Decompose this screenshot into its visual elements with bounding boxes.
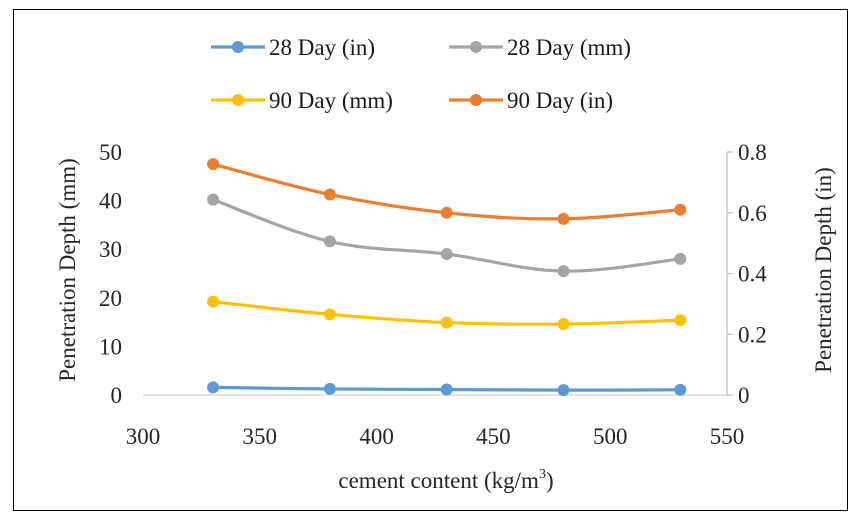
data-point-90-day-mm: [207, 295, 220, 308]
data-point-90-day-in: [323, 188, 336, 201]
x-tick-labels: 300 350 400 450 500 550: [126, 424, 745, 449]
x-tick-label: 350: [243, 424, 278, 449]
legend-marker-90-day-in: [470, 94, 482, 106]
y-right-tick-marks: [727, 151, 733, 396]
data-point-90-day-in: [557, 212, 570, 225]
x-tick-label: 550: [710, 424, 745, 449]
x-tick-label: 300: [126, 424, 161, 449]
data-point-28-day-in: [323, 382, 336, 395]
legend-marker-90-day-mm: [232, 94, 244, 106]
data-point-28-day-in: [207, 381, 220, 394]
x-tick-label: 450: [476, 424, 511, 449]
legend-label-28-day-in: 28 Day (in): [269, 35, 375, 60]
x-tick-label: 500: [593, 424, 628, 449]
y-left-tick-label: 40: [99, 189, 122, 214]
legend-marker-28-day-in: [232, 41, 244, 53]
y-right-tick-label: 0.4: [738, 262, 767, 287]
y-right-tick-labels: 0 0.2 0.4 0.6 0.8: [738, 140, 767, 408]
data-point-90-day-in: [674, 203, 687, 216]
legend-marker-28-day-mm: [470, 41, 482, 53]
data-point-90-day-in: [440, 206, 453, 219]
y-right-axis-title: Penetration Depth (in): [811, 167, 836, 373]
x-axis-title-sup: 3: [539, 467, 546, 482]
x-axis-title-main: cement content (kg/m: [338, 468, 539, 493]
y-left-tick-label: 10: [99, 334, 122, 359]
data-point-28-day-mm: [323, 235, 336, 248]
legend-label-28-day-mm: 28 Day (mm): [507, 35, 631, 60]
y-left-tick-label: 50: [99, 140, 122, 165]
legend-label-90-day-mm: 90 Day (mm): [269, 88, 393, 113]
y-left-tick-label: 0: [111, 383, 123, 408]
data-point-28-day-mm: [674, 252, 687, 265]
y-left-axis-title: Penetration Depth (mm): [55, 158, 80, 382]
chart-frame: [13, 9, 848, 511]
y-right-tick-label: 0.2: [738, 322, 767, 347]
y-right-tick-label: 0.8: [738, 140, 767, 165]
x-axis-title: cement content (kg/m3): [338, 467, 553, 493]
data-point-28-day-mm: [440, 248, 453, 261]
legend: 28 Day (in) 28 Day (mm) 90 Day (mm) 90 Day …: [211, 35, 631, 113]
series-group: [207, 158, 687, 397]
data-point-90-day-mm: [323, 308, 336, 321]
legend-label-90-day-in: 90 Day (in): [507, 88, 613, 113]
data-point-90-day-mm: [557, 318, 570, 331]
data-point-28-day-in: [440, 383, 453, 396]
data-point-90-day-mm: [674, 314, 687, 327]
data-point-28-day-mm: [557, 265, 570, 278]
y-left-tick-label: 30: [99, 237, 122, 262]
data-point-90-day-in: [207, 158, 220, 171]
x-axis-title-end: ): [546, 468, 554, 493]
data-point-28-day-mm: [207, 193, 220, 206]
y-right-tick-label: 0: [738, 383, 750, 408]
data-point-90-day-mm: [440, 316, 453, 329]
y-left-tick-labels: 0 10 20 30 40 50: [99, 140, 122, 408]
x-tick-label: 400: [359, 424, 394, 449]
y-right-tick-label: 0.6: [738, 201, 767, 226]
data-point-28-day-in: [557, 384, 570, 397]
data-point-28-day-in: [674, 383, 687, 396]
y-left-tick-label: 20: [99, 286, 122, 311]
